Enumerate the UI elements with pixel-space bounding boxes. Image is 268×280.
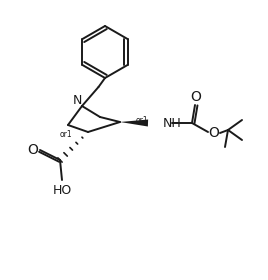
Polygon shape — [120, 120, 148, 127]
Text: O: O — [191, 90, 202, 104]
Text: O: O — [209, 126, 219, 140]
Text: N: N — [72, 94, 82, 106]
Text: or1: or1 — [59, 130, 72, 139]
Text: HO: HO — [52, 183, 72, 197]
Text: O: O — [28, 143, 38, 157]
Text: or1: or1 — [136, 116, 149, 125]
Text: NH: NH — [163, 116, 182, 130]
